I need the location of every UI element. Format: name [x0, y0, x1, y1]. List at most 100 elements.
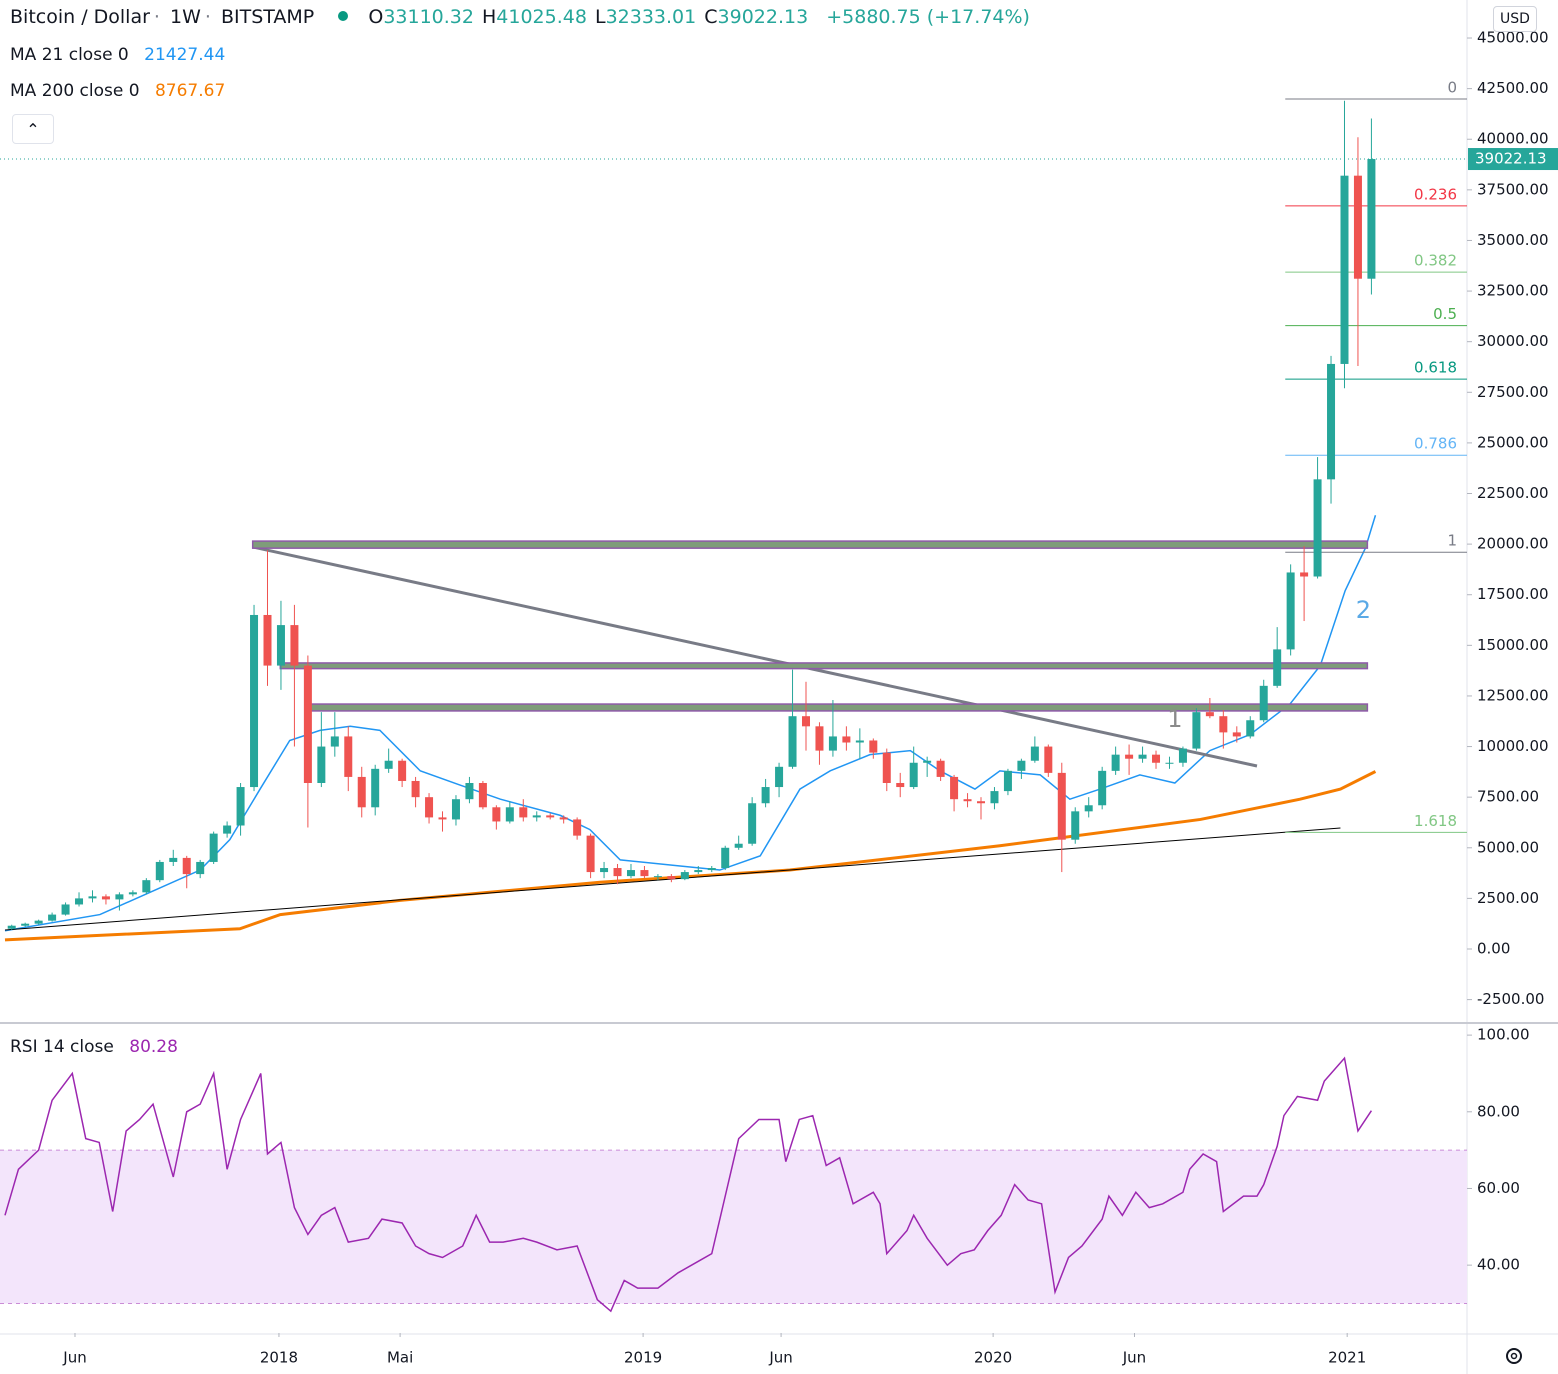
- currency-button[interactable]: USD: [1493, 6, 1537, 32]
- candle: [182, 855, 191, 889]
- y-tick-label: 0.00: [1477, 940, 1510, 958]
- separator: ·: [153, 6, 160, 28]
- y-tick-label: 20000.00: [1477, 535, 1549, 553]
- y-tick-label: 30000.00: [1477, 332, 1549, 350]
- last-price-badge: [1468, 148, 1558, 171]
- candle: [1152, 750, 1161, 769]
- candle-body: [815, 726, 824, 751]
- y-tick-label: 25000.00: [1477, 433, 1549, 451]
- candle: [950, 774, 959, 812]
- candle-body: [169, 857, 178, 862]
- candle-body: [1017, 760, 1026, 771]
- ohlc-value: 39022.13: [717, 6, 809, 28]
- candle: [290, 604, 299, 747]
- candle: [775, 762, 784, 798]
- candle-body: [748, 803, 757, 844]
- candle-body: [573, 819, 582, 836]
- y-tick-label: 45000.00: [1477, 29, 1549, 47]
- candle-body: [734, 843, 743, 848]
- candle: [788, 669, 797, 769]
- candle: [61, 902, 70, 916]
- candle-body: [707, 868, 716, 871]
- candle: [815, 722, 824, 765]
- candle: [748, 797, 757, 846]
- candle-body: [88, 896, 97, 899]
- wave-label: 2: [1356, 596, 1371, 624]
- rsi-legend[interactable]: RSI 14 close 80.28: [10, 1037, 182, 1057]
- candle-body: [1259, 685, 1268, 721]
- candle: [1192, 708, 1201, 751]
- exchange: BITSTAMP: [220, 6, 315, 28]
- candle: [303, 655, 312, 828]
- resistance-zone: [279, 662, 1369, 670]
- wave-label: 1: [1167, 705, 1182, 733]
- candle: [532, 811, 541, 822]
- candle-body: [613, 868, 622, 877]
- y-tick-label: 32500.00: [1477, 282, 1549, 300]
- interval[interactable]: 1W: [170, 6, 201, 28]
- ma200-legend[interactable]: MA 200 close 0 8767.67: [10, 81, 229, 101]
- y-tick-label: 7500.00: [1477, 788, 1539, 806]
- collapse-button[interactable]: ⌃: [12, 114, 54, 144]
- candle: [1057, 762, 1066, 873]
- fib-label: 1.618: [1414, 812, 1457, 830]
- candle: [330, 712, 339, 757]
- symbol-header: Bitcoin / Dollar · 1W · BITSTAMP O33110.32…: [10, 6, 1034, 28]
- candle-body: [1165, 762, 1174, 764]
- y-tick-label: 100.00: [1477, 1026, 1530, 1044]
- candle: [1125, 744, 1134, 775]
- candle: [1084, 797, 1093, 818]
- candle-body: [667, 876, 676, 880]
- candle-body: [963, 799, 972, 802]
- candle: [586, 833, 595, 879]
- candle-body: [586, 835, 595, 873]
- candle: [990, 787, 999, 810]
- candle: [909, 746, 918, 790]
- candle: [21, 922, 30, 927]
- candle: [344, 726, 353, 792]
- candle: [761, 778, 770, 808]
- fib-label: 0.618: [1414, 359, 1457, 377]
- candle: [842, 726, 851, 751]
- resistance-zone: [251, 540, 1369, 549]
- candle: [1071, 807, 1080, 844]
- candle: [1178, 746, 1187, 767]
- candle-body: [828, 736, 837, 751]
- y-tick-label: 22500.00: [1477, 484, 1549, 502]
- candle: [169, 849, 178, 866]
- candle: [48, 912, 57, 922]
- candle: [707, 865, 716, 873]
- last-price-label: 39022.13: [1475, 150, 1547, 168]
- y-tick-label: 15000.00: [1477, 636, 1549, 654]
- candle-body: [882, 752, 891, 783]
- candle-body: [155, 861, 164, 881]
- candle: [155, 859, 164, 883]
- candle-body: [263, 614, 272, 666]
- candle: [519, 799, 528, 822]
- candle-body: [1111, 754, 1120, 771]
- candle-body: [384, 760, 393, 769]
- candle: [492, 805, 501, 830]
- candle-body: [1219, 716, 1228, 733]
- settings-icon[interactable]: [1506, 1348, 1522, 1364]
- candle-body: [438, 817, 447, 820]
- candle-body: [1138, 754, 1147, 759]
- x-tick-label: Jun: [62, 1349, 86, 1367]
- candle: [694, 865, 703, 875]
- candle-body: [1178, 748, 1187, 763]
- candle-body: [694, 870, 703, 873]
- gear-center: [1510, 1352, 1518, 1360]
- candle-body: [182, 857, 191, 875]
- y-tick-label: 12500.00: [1477, 686, 1549, 704]
- candle-body: [532, 815, 541, 818]
- candle-body: [1273, 649, 1282, 686]
- candle-body: [721, 847, 730, 869]
- candle: [236, 782, 245, 836]
- candle: [600, 861, 609, 879]
- fib-label: 0.786: [1414, 435, 1457, 453]
- candle: [1259, 679, 1268, 723]
- indicator-value: 8767.67: [154, 81, 226, 101]
- candle: [1165, 756, 1174, 769]
- ma21-legend[interactable]: MA 21 close 0 21427.44: [10, 45, 229, 65]
- candle-body: [1125, 754, 1134, 759]
